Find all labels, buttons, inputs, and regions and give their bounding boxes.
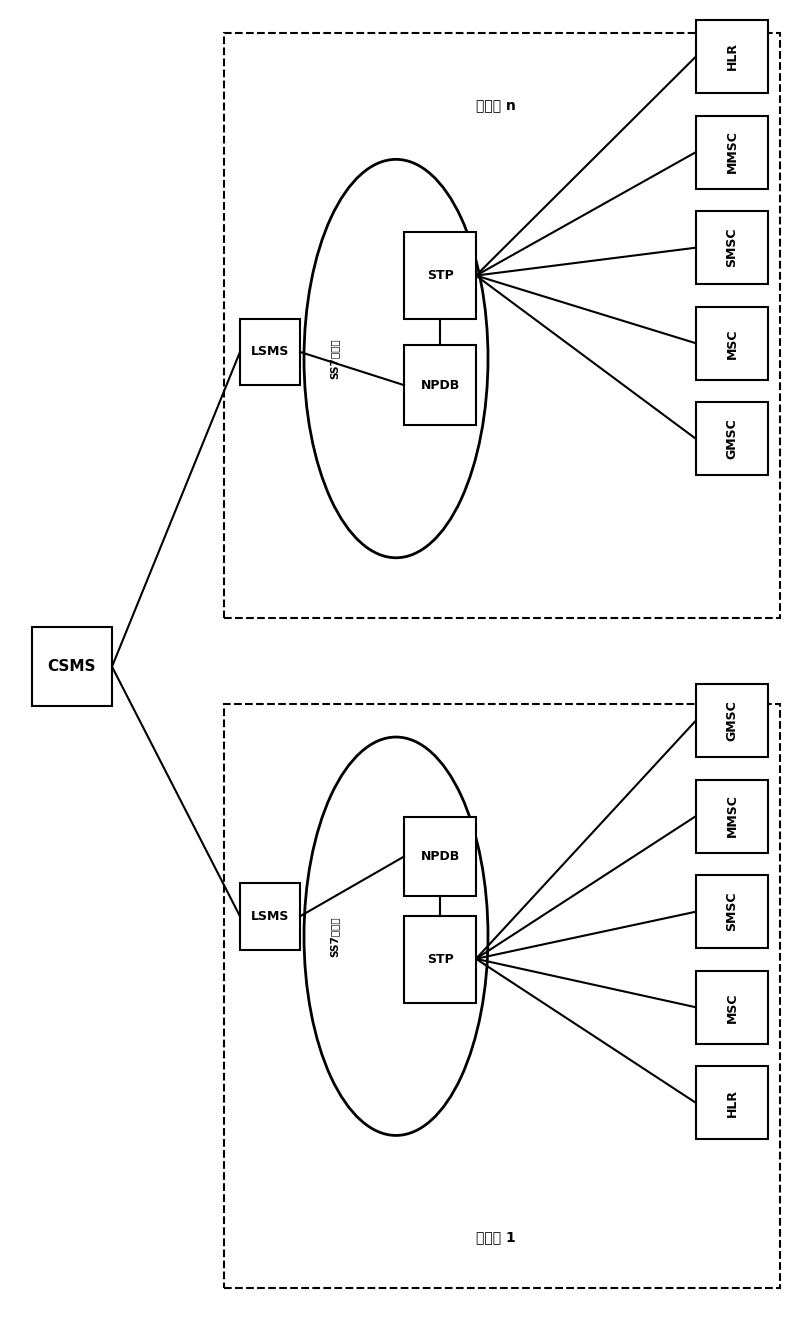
FancyBboxPatch shape	[240, 319, 300, 385]
FancyBboxPatch shape	[696, 780, 768, 853]
FancyBboxPatch shape	[404, 916, 476, 1003]
Text: NPDB: NPDB	[420, 378, 460, 392]
Text: LSMS: LSMS	[251, 910, 289, 923]
FancyBboxPatch shape	[696, 402, 768, 475]
Text: 运营框 n: 运营框 n	[476, 100, 516, 113]
FancyBboxPatch shape	[404, 817, 476, 896]
FancyBboxPatch shape	[696, 20, 768, 93]
Ellipse shape	[304, 737, 488, 1135]
Text: STP: STP	[426, 954, 454, 965]
Text: MMSC: MMSC	[726, 130, 738, 174]
FancyBboxPatch shape	[404, 345, 476, 425]
FancyBboxPatch shape	[696, 116, 768, 189]
Ellipse shape	[304, 159, 488, 558]
Text: SS7信令网: SS7信令网	[330, 339, 339, 378]
FancyBboxPatch shape	[32, 627, 112, 706]
FancyBboxPatch shape	[404, 232, 476, 319]
Text: SMSC: SMSC	[726, 892, 738, 931]
FancyBboxPatch shape	[696, 875, 768, 948]
Text: SS7信令网: SS7信令网	[330, 916, 339, 956]
FancyBboxPatch shape	[696, 1066, 768, 1139]
Text: HLR: HLR	[726, 42, 738, 70]
Text: STP: STP	[426, 270, 454, 282]
Text: CSMS: CSMS	[48, 659, 96, 675]
FancyBboxPatch shape	[696, 307, 768, 380]
Text: NPDB: NPDB	[420, 850, 460, 863]
FancyBboxPatch shape	[696, 971, 768, 1044]
Text: GMSC: GMSC	[726, 700, 738, 741]
Text: MSC: MSC	[726, 992, 738, 1023]
Text: 运营框 1: 运营框 1	[476, 1231, 516, 1244]
FancyBboxPatch shape	[696, 211, 768, 284]
Text: MSC: MSC	[726, 328, 738, 359]
Text: LSMS: LSMS	[251, 345, 289, 359]
Text: HLR: HLR	[726, 1089, 738, 1117]
Text: GMSC: GMSC	[726, 418, 738, 459]
FancyBboxPatch shape	[240, 883, 300, 950]
FancyBboxPatch shape	[696, 684, 768, 757]
Text: SMSC: SMSC	[726, 228, 738, 267]
Bar	[224, 33, 780, 618]
Bar	[224, 704, 780, 1288]
Text: MMSC: MMSC	[726, 794, 738, 838]
